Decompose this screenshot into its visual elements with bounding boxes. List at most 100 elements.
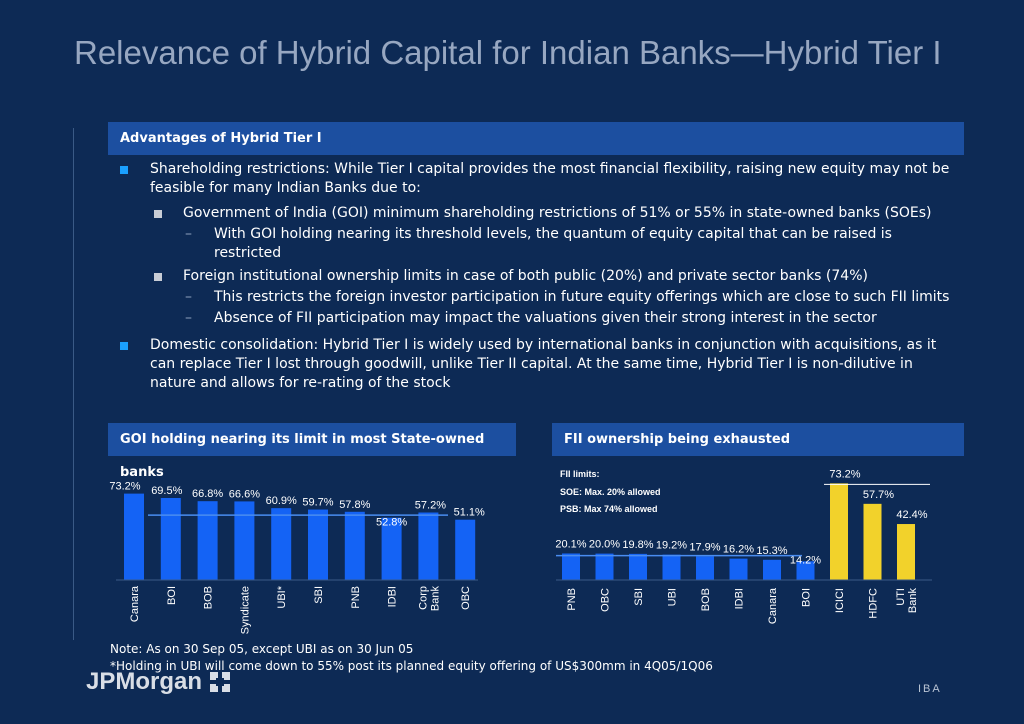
fii-value-label-7: 14.2% bbox=[790, 554, 821, 566]
sub-sub-bullet-goi-holding: – With GOI holding nearing its threshold… bbox=[110, 225, 960, 263]
fii-value-label-9: 57.7% bbox=[863, 489, 894, 501]
fii-value-label-2: 19.8% bbox=[622, 539, 653, 551]
bullet-text: Shareholding restrictions: While Tier I … bbox=[150, 161, 950, 196]
bullet-text: Domestic consolidation: Hybrid Tier I is… bbox=[150, 337, 937, 391]
bullet-text: This restricts the foreign investor part… bbox=[214, 289, 950, 305]
bullet-text: With GOI holding nearing its threshold l… bbox=[214, 226, 892, 261]
goi-category-label-2: BOB bbox=[203, 586, 215, 609]
fii-bar-2 bbox=[629, 553, 647, 580]
fii-limits-title: FII limits: bbox=[560, 469, 600, 479]
fii-category-label-8: ICICI bbox=[834, 588, 846, 613]
goi-category-label-4: UBI* bbox=[276, 585, 288, 608]
goi-value-label-5: 59.7% bbox=[302, 497, 333, 509]
fii-value-label-10: 42.4% bbox=[896, 509, 927, 521]
fii-bar-3 bbox=[662, 554, 681, 580]
fii-value-label-3: 19.2% bbox=[656, 540, 687, 552]
fii-ownership-chart: FII limits: SOE: Max. 20% allowed PSB: M… bbox=[555, 468, 932, 624]
fii-bar-0 bbox=[562, 553, 580, 580]
fii-bar-6 bbox=[763, 559, 781, 580]
goi-bar-3 bbox=[234, 501, 255, 580]
goi-value-label-8: 57.2% bbox=[415, 500, 446, 512]
goi-value-label-1: 69.5% bbox=[151, 485, 182, 497]
fii-category-label-3: UBI bbox=[667, 588, 679, 606]
fii-value-label-4: 17.9% bbox=[689, 541, 720, 553]
fii-category-label-1: OBC bbox=[600, 588, 612, 612]
fii-bar-7 bbox=[796, 561, 815, 580]
goi-value-label-6: 57.8% bbox=[339, 499, 370, 511]
note-line-2: *Holding in UBI will come down to 55% po… bbox=[110, 659, 713, 673]
goi-bar-4 bbox=[271, 508, 292, 580]
fii-category-label-5: IDBI bbox=[734, 588, 746, 609]
goi-holding-chart: 73.2% Canara 69.5% BOI 66.8% BOB 66.6% Syndicat… bbox=[109, 481, 485, 635]
logo-text: JPMorgan bbox=[86, 668, 203, 695]
fii-value-label-6: 15.3% bbox=[756, 545, 787, 557]
fii-bar-5 bbox=[729, 558, 748, 580]
bullet-consolidation: Domestic consolidation: Hybrid Tier I is… bbox=[110, 336, 960, 393]
goi-category-label-7: IDBI bbox=[387, 586, 399, 607]
dash-marker: – bbox=[185, 289, 192, 305]
dash-marker: – bbox=[185, 310, 192, 326]
fii-value-label-8: 73.2% bbox=[829, 468, 860, 480]
goi-value-label-3: 66.6% bbox=[229, 488, 260, 500]
goi-bar-0 bbox=[124, 493, 144, 580]
goi-category-label-0: Canara bbox=[129, 585, 141, 622]
goi-bar-6 bbox=[344, 511, 365, 580]
fii-value-label-0: 20.1% bbox=[555, 538, 586, 550]
goi-bar-8 bbox=[418, 512, 439, 580]
goi-value-label-7: 52.8% bbox=[376, 517, 407, 529]
page-title: Relevance of Hybrid Capital for Indian B… bbox=[74, 34, 942, 71]
goi-bar-7 bbox=[381, 517, 402, 580]
jpmorgan-octagon-icon bbox=[210, 672, 231, 692]
bullet-text: Absence of FII participation may impact … bbox=[214, 310, 877, 326]
fii-category-label-6: Canara bbox=[767, 587, 779, 624]
fii-chart-heading: FII ownership being exhausted bbox=[552, 423, 964, 456]
bullet-marker bbox=[154, 273, 162, 281]
goi-category-label-5: SBI bbox=[313, 586, 325, 604]
sub-bullet-fii: Foreign institutional ownership limits i… bbox=[110, 267, 960, 286]
divider bbox=[73, 128, 74, 640]
bullet-marker bbox=[120, 342, 128, 350]
bullet-text: Government of India (GOI) minimum shareh… bbox=[183, 205, 932, 221]
fii-limits-psb: PSB: Max 74% allowed bbox=[560, 504, 658, 514]
goi-bar-5 bbox=[308, 509, 328, 580]
goi-category-label-1: BOI bbox=[166, 586, 178, 605]
goi-category-label-6: PNB bbox=[350, 586, 362, 609]
goi-chart-heading: GOI holding nearing its limit in most St… bbox=[108, 423, 516, 480]
goi-bar-9 bbox=[455, 519, 476, 580]
bullet-text: Foreign institutional ownership limits i… bbox=[183, 268, 868, 284]
advantages-list: Shareholding restrictions: While Tier I … bbox=[110, 160, 960, 399]
sub-sub-bullet-fii-restricts: – This restricts the foreign investor pa… bbox=[110, 288, 960, 307]
sub-bullet-goi: Government of India (GOI) minimum shareh… bbox=[110, 204, 960, 223]
sub-sub-bullet-fii-absence: – Absence of FII participation may impac… bbox=[110, 309, 960, 328]
goi-category-label-9: OBC bbox=[460, 586, 472, 610]
goi-value-label-9: 51.1% bbox=[454, 507, 485, 519]
goi-category-label-3: Syndicate bbox=[239, 586, 251, 634]
fii-limits-soe: SOE: Max. 20% allowed bbox=[560, 487, 661, 497]
fii-bar-9 bbox=[863, 503, 882, 580]
fii-category-label-0: PNB bbox=[566, 588, 578, 611]
goi-value-label-0: 73.2% bbox=[109, 481, 140, 493]
fii-category-label-9: HDFC bbox=[868, 588, 880, 619]
goi-value-label-4: 60.9% bbox=[266, 495, 297, 507]
fii-category-label-4: BOB bbox=[700, 588, 712, 611]
fii-bar-4 bbox=[696, 556, 714, 580]
fii-bar-8 bbox=[830, 483, 848, 580]
fii-category-label-7: BOI bbox=[801, 588, 813, 607]
fii-bar-1 bbox=[595, 553, 614, 580]
goi-bar-1 bbox=[160, 497, 181, 580]
goi-category-label-8: CorpBank bbox=[417, 586, 441, 612]
bullet-marker bbox=[154, 210, 162, 218]
goi-value-label-2: 66.8% bbox=[192, 488, 223, 500]
bullet-shareholding: Shareholding restrictions: While Tier I … bbox=[110, 160, 960, 198]
fii-value-label-1: 20.0% bbox=[589, 539, 620, 551]
dash-marker: – bbox=[185, 226, 192, 242]
fii-bar-10 bbox=[897, 524, 915, 580]
advantages-heading: Advantages of Hybrid Tier I bbox=[108, 122, 964, 155]
jpmorgan-logo: JPMorgan bbox=[86, 668, 232, 696]
bullet-marker bbox=[120, 166, 128, 174]
fii-value-label-5: 16.2% bbox=[723, 544, 754, 556]
footnote: Note: As on 30 Sep 05, except UBI as on … bbox=[110, 641, 713, 675]
note-line-1: Note: As on 30 Sep 05, except UBI as on … bbox=[110, 642, 414, 656]
fii-category-label-2: SBI bbox=[633, 588, 645, 606]
fii-category-label-10: UTIBank bbox=[895, 588, 919, 614]
